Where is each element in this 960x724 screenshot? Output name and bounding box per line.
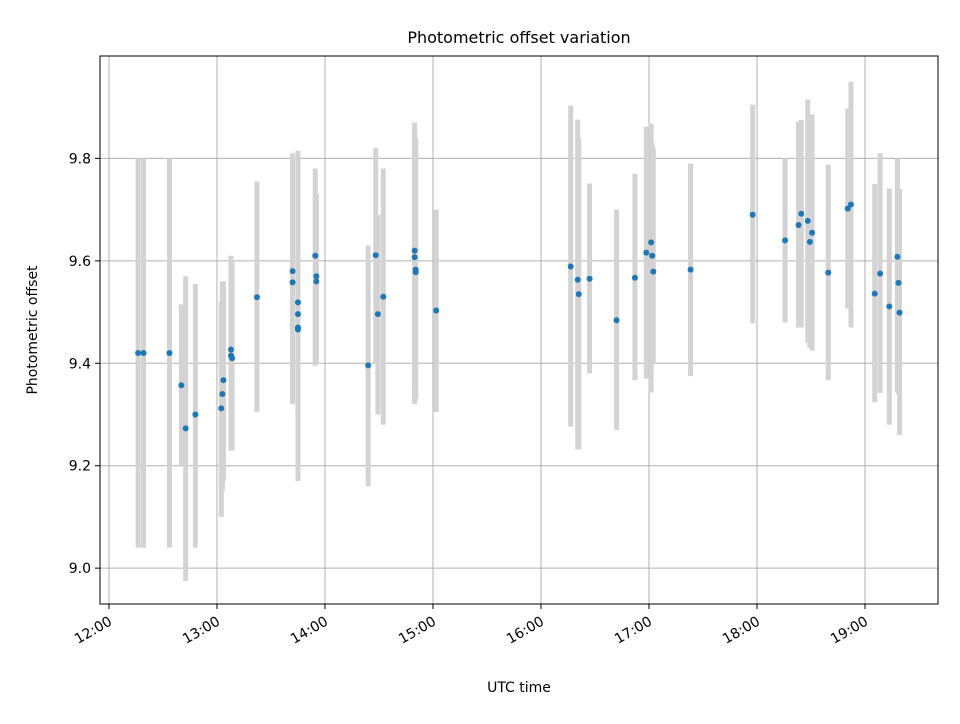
data-point — [871, 290, 878, 297]
data-point — [825, 269, 832, 276]
data-point — [650, 268, 657, 275]
data-point — [847, 201, 854, 208]
data-point — [613, 317, 620, 324]
data-point — [289, 268, 296, 275]
data-point — [178, 382, 185, 389]
data-point — [289, 279, 296, 286]
data-point — [806, 238, 813, 245]
data-point — [411, 247, 418, 254]
y-axis-label: Photometric offset — [25, 265, 41, 395]
data-point — [586, 275, 593, 282]
data-point — [140, 350, 147, 357]
y-tick-label: 9.0 — [69, 561, 91, 577]
data-point — [687, 266, 694, 273]
data-point — [809, 229, 816, 236]
data-point — [313, 273, 320, 280]
y-tick-label: 9.4 — [69, 356, 91, 372]
data-point — [886, 303, 893, 310]
data-point — [220, 377, 227, 384]
data-point — [844, 205, 851, 212]
x-axis-label: UTC time — [487, 680, 551, 696]
data-point — [294, 311, 301, 318]
plot-frame — [99, 55, 939, 605]
data-point — [365, 362, 372, 369]
data-point — [782, 237, 789, 244]
data-point — [798, 210, 805, 217]
data-point — [643, 249, 650, 256]
data-point — [411, 254, 418, 261]
data-point — [648, 239, 655, 246]
data-point — [631, 274, 638, 281]
data-point — [895, 279, 902, 286]
data-point — [372, 252, 379, 259]
y-axis-ticks: 9.0 9.2 9.4 9.6 9.8 — [69, 151, 100, 577]
data-point — [795, 222, 802, 229]
data-point — [219, 391, 226, 398]
data-point — [229, 355, 236, 362]
data-point — [567, 263, 574, 270]
data-point — [294, 326, 301, 333]
data-point — [894, 253, 901, 260]
data-point — [380, 293, 387, 300]
data-point — [412, 269, 419, 276]
data-point — [312, 252, 319, 259]
data-point — [192, 411, 199, 418]
data-point — [294, 299, 301, 306]
data-point — [313, 278, 320, 285]
data-point — [575, 291, 582, 298]
data-point — [253, 294, 260, 301]
data-point — [218, 405, 225, 412]
chart-title: Photometric offset variation — [407, 28, 630, 47]
data-point — [574, 276, 581, 283]
data-point — [896, 309, 903, 316]
data-point — [877, 270, 884, 277]
data-point — [374, 311, 381, 318]
data-points — [135, 201, 903, 432]
data-point — [182, 425, 189, 432]
data-point — [749, 211, 756, 218]
data-point — [433, 307, 440, 314]
y-tick-label: 9.2 — [69, 459, 91, 475]
grid — [100, 56, 938, 604]
data-point — [228, 346, 235, 353]
data-point — [166, 350, 173, 357]
y-tick-label: 9.6 — [69, 254, 91, 270]
data-point — [804, 217, 811, 224]
data-point — [649, 252, 656, 259]
data-point — [135, 350, 142, 357]
y-tick-label: 9.8 — [69, 151, 91, 167]
